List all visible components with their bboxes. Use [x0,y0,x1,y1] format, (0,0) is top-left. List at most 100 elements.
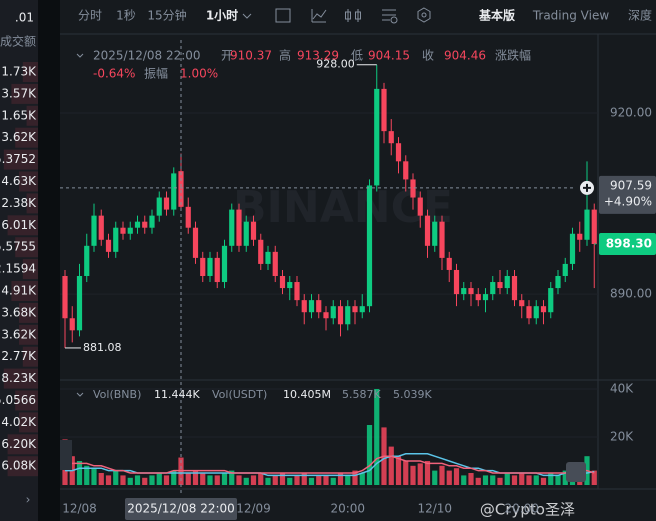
vol-value: 11.444K [154,388,200,401]
left-value: 4.91K [1,284,37,298]
tool-icon[interactable] [347,9,359,22]
info-label: 高 [279,48,291,63]
mode-active[interactable]: 基本版 [478,8,515,23]
left-value: 5.5755 [0,240,36,254]
crosshair-date-box [125,498,237,520]
candle-body [511,275,518,301]
tool-icon[interactable] [355,11,361,20]
ma-short-value: 5.039K [393,388,432,401]
candle-body [475,294,481,301]
depth-bar [15,390,38,411]
candle-body [555,275,561,289]
candle-body [548,288,554,313]
collapse-icon[interactable] [76,53,84,58]
dropdown-icon[interactable] [242,13,252,19]
y-tick-label: 890.00 [610,287,652,301]
volume-bar [439,465,445,485]
left-value: 5.3752 [0,152,36,166]
left-value: 4.63K [1,174,37,188]
toolbar: 分时 1秒 15分钟 1小时 基本版 Trading View 深度 [78,7,652,24]
volume-bar [265,477,271,485]
volume-bar [468,473,474,485]
candle-body [113,227,119,252]
candle-body [250,221,257,240]
volume-bar [279,473,286,485]
candle-body [533,306,539,319]
volume-bar [562,470,568,485]
info-open: 910.37 [230,49,272,63]
tool-icon[interactable] [275,8,291,23]
max-label: 928.00 [316,58,355,71]
tool-icon[interactable] [417,7,431,23]
depth-bar [19,302,38,323]
crosshair-change: +4.90% [604,194,652,208]
volume-bar [76,461,83,485]
volume-bar [134,475,141,485]
tool-icon[interactable] [390,16,398,24]
candle-body [149,215,155,228]
depth-bar [7,434,38,455]
x-tick-label: 12/08 [62,502,97,516]
scroll-right[interactable] [566,462,586,482]
interval-active[interactable]: 1小时 [206,8,238,23]
volume-bar [533,475,539,485]
interval[interactable]: 1秒 [116,9,136,23]
volume-bar [555,475,561,485]
volume-bar [192,470,199,485]
candle-body [395,143,402,162]
candle-body [134,221,141,228]
mode[interactable]: 深度 [628,8,652,23]
left-panel [0,0,38,521]
left-value: 3.57K [1,86,37,100]
depth-bar [11,83,38,104]
collapse-icon[interactable] [76,392,84,397]
info-label: 振幅 [144,66,168,81]
volume-bar [432,470,438,485]
chart-panel [60,0,656,521]
tool-icon[interactable] [421,12,427,18]
vol-value: 10.405M [283,388,331,401]
scroll-left[interactable] [60,440,72,470]
tool-icon[interactable] [345,11,351,20]
interval[interactable]: 15分钟 [147,8,186,23]
candle-body [229,209,235,246]
volume-bar [98,473,104,485]
last-price-box [599,233,656,256]
tool-icon[interactable] [382,9,396,21]
candle-body [156,197,162,216]
volume-bar [308,477,315,485]
interval[interactable]: 分时 [78,9,102,23]
volume-bar [171,470,177,485]
candle-body [417,197,423,216]
volume-bar [359,473,365,485]
info-close: 904.46 [444,49,486,63]
depth-bar [26,193,38,214]
mode[interactable]: Trading View [532,9,610,23]
left-value: 6.01K [1,218,37,232]
candle-body [142,221,148,228]
left-value: 2.38K [1,196,37,210]
volume-bar [200,473,206,485]
candle-body [577,233,583,240]
x-tick-label: 12/09 [236,502,271,516]
candle-body [490,282,496,295]
left-value: 6.08K [1,459,37,473]
candle-body [294,282,300,301]
candle-body [562,263,568,276]
candle-body [287,282,293,289]
vol-name: Vol(BNB) [93,388,141,401]
last-price: 898.30 [606,237,652,251]
left-value: 3.68K [1,305,37,319]
volume-bar [395,456,402,485]
left-title: 成交额 [0,34,36,49]
volume-bar [352,470,358,485]
left-value: 1.73K [1,65,37,79]
volume-bar [388,446,394,485]
tool-icon[interactable] [311,9,327,23]
volume-bar [526,475,532,485]
expand-icon[interactable]: › [26,493,31,507]
volume-bar [163,475,170,485]
volume-bar [453,468,460,485]
candle-body [439,221,445,258]
